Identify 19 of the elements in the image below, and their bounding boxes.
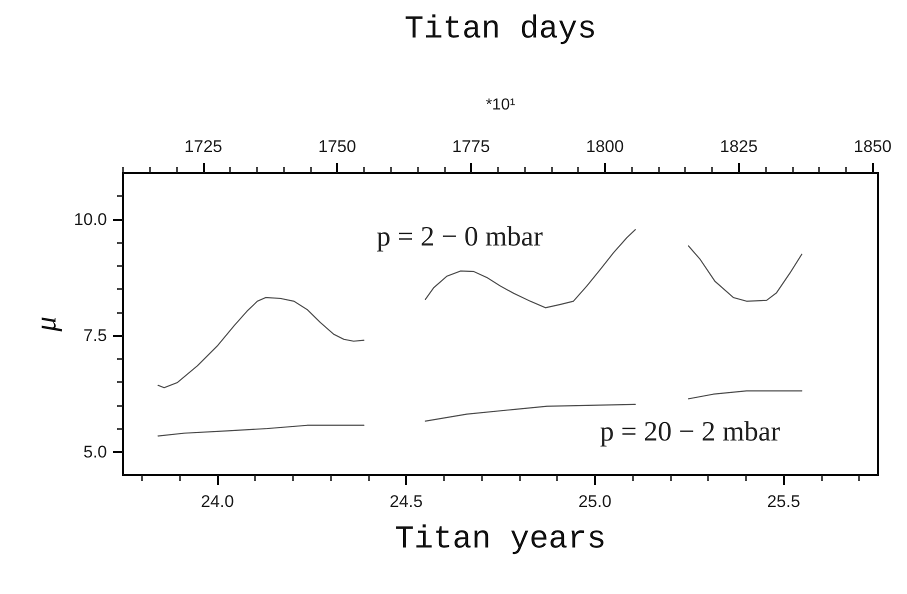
x2-tick-label: 1850	[854, 137, 892, 156]
text: *10¹	[486, 96, 516, 114]
x2-tick-label: 1750	[318, 137, 356, 156]
x2-tick-label: 1725	[184, 137, 222, 156]
y-tick-label: 10.0	[74, 210, 107, 229]
x-tick-label: 25.0	[578, 492, 612, 511]
x-tick-label: 25.5	[767, 492, 800, 511]
x2-tick-label: 1825	[720, 137, 758, 156]
x-tick-label: 24.5	[390, 492, 423, 511]
y-tick-label: 7.5	[83, 326, 107, 346]
x2-tick-label: 1800	[586, 137, 624, 156]
annotation: p = 20 − 2 mbar	[600, 416, 781, 448]
y-axis-title: μ	[30, 316, 62, 333]
annotation: p = 2 − 0 mbar	[376, 222, 544, 253]
x-tick-label: 24.0	[200, 492, 234, 511]
x2-axis-title: Titan days	[404, 10, 597, 48]
x2-tick-label: 1775	[452, 137, 490, 156]
x-axis-title: Titan years	[394, 520, 606, 558]
y-tick-label: 5.0	[83, 442, 107, 462]
